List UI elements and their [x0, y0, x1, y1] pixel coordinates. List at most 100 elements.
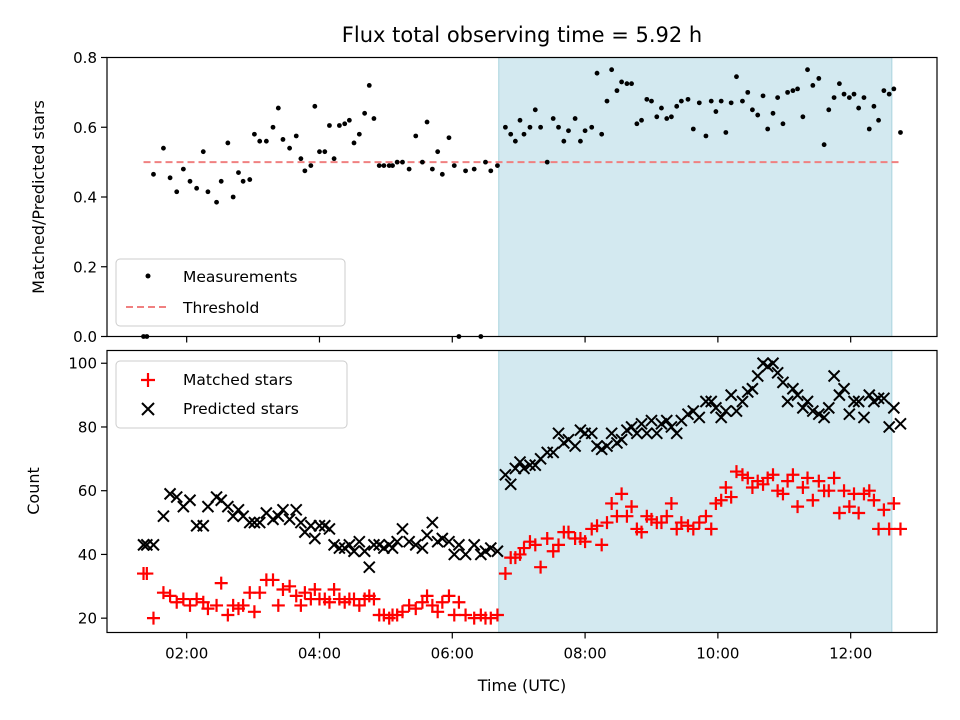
- measurement-point: [356, 131, 362, 137]
- measurement-point: [275, 105, 281, 111]
- top-y-tick-label: 0.8: [73, 49, 97, 67]
- measurement-point: [270, 124, 276, 130]
- measurement-point: [322, 149, 328, 155]
- predicted-star-point: [670, 427, 683, 440]
- measurement-point: [495, 163, 500, 169]
- measurement-point: [624, 81, 630, 87]
- measurement-point: [312, 103, 318, 109]
- measurement-point: [856, 105, 862, 111]
- legend-measurements-marker: [145, 273, 151, 279]
- measurement-point: [740, 98, 745, 104]
- measurement-point: [851, 91, 857, 97]
- matched-star-point: [801, 471, 815, 485]
- predicted-star-point: [426, 516, 439, 529]
- predicted-star-point: [358, 545, 371, 558]
- matched-star-point: [605, 496, 619, 510]
- matched-star-point: [796, 481, 810, 495]
- predicted-star-point: [499, 468, 512, 481]
- measurement-point: [599, 131, 605, 137]
- measurement-point: [488, 168, 494, 174]
- bottom-y-tick-label: 40: [78, 546, 97, 564]
- matched-star-point: [442, 589, 456, 603]
- matched-star-point: [766, 468, 780, 482]
- measurement-point: [381, 163, 387, 169]
- measurement-point: [678, 98, 684, 104]
- predicted-star-point: [333, 541, 346, 555]
- predicted-star-point: [343, 538, 356, 552]
- predicted-star-point: [822, 401, 835, 415]
- predicted-star-point: [386, 541, 399, 555]
- measurement-point: [161, 145, 166, 151]
- predicted-star-point: [283, 513, 296, 526]
- measurement-point: [871, 103, 877, 109]
- matched-star-point: [271, 598, 285, 612]
- matched-star-point: [210, 598, 224, 612]
- predicted-star-point: [863, 388, 876, 402]
- legend-predicted-label: Predicted stars: [183, 400, 299, 418]
- top-y-axis-label: Matched/Predicted stars: [29, 100, 48, 294]
- predicted-star-point: [693, 411, 706, 424]
- matched-star-point: [395, 605, 409, 619]
- measurement-point: [538, 124, 543, 130]
- matched-star-point: [714, 493, 728, 507]
- measurement-point: [723, 130, 729, 135]
- measurement-point: [366, 83, 372, 88]
- measurement-point: [263, 138, 269, 144]
- predicted-star-point: [630, 427, 644, 440]
- bottom-axes-frame: [106, 349, 938, 634]
- matched-star-point: [704, 522, 718, 536]
- x-tick-label: 02:00: [165, 645, 208, 663]
- bottom-y-axis-label: Count: [24, 467, 43, 515]
- predicted-star-point: [894, 417, 907, 430]
- legend-threshold-label: Threshold: [182, 299, 259, 317]
- measurement-point: [327, 123, 332, 128]
- matched-star-point: [190, 592, 204, 606]
- matched-star-point: [842, 500, 856, 514]
- bottom-y-tick-label: 60: [78, 482, 97, 500]
- legend-measurements-label: Measurements: [183, 268, 298, 286]
- measurement-point: [512, 138, 518, 144]
- matched-star-point: [729, 465, 743, 479]
- matched-star-point: [620, 509, 634, 523]
- predicted-star-point: [272, 509, 285, 523]
- matched-star-point: [146, 611, 160, 625]
- predicted-star-point: [714, 411, 728, 424]
- matched-star-point: [741, 471, 755, 485]
- measurement-point: [503, 124, 508, 130]
- matched-star-point: [595, 538, 609, 552]
- measurement-point: [664, 116, 670, 121]
- matched-star-point: [431, 605, 445, 619]
- predicted-star-point: [221, 500, 235, 513]
- predicted-star-point: [719, 404, 733, 418]
- measurement-point: [420, 159, 425, 165]
- measurement-point: [609, 67, 615, 73]
- predicted-star-point: [640, 427, 654, 440]
- matched-star-point: [625, 500, 639, 514]
- predicted-star-point: [353, 535, 366, 548]
- predicted-star-point: [547, 446, 560, 459]
- measurement-point: [846, 95, 852, 101]
- predicted-star-point: [523, 459, 537, 472]
- measurement-point: [342, 121, 348, 127]
- top-y-tick-label: 0.2: [73, 258, 97, 276]
- measurement-point: [728, 100, 734, 106]
- measurement-point: [527, 124, 533, 130]
- measurement-point: [230, 194, 236, 200]
- measurement-point: [785, 89, 790, 95]
- predicted-star-point: [635, 417, 648, 430]
- measurement-point: [685, 96, 691, 102]
- top-legend-box: [115, 258, 346, 327]
- measurement-point: [287, 145, 292, 151]
- matched-star-point: [327, 582, 341, 596]
- predicted-star-point: [776, 376, 790, 389]
- measurement-point: [821, 142, 827, 148]
- measurement-point: [718, 98, 724, 104]
- matched-star-point: [201, 602, 215, 616]
- predicted-star-point: [600, 439, 614, 453]
- measurement-point: [674, 103, 680, 109]
- measurement-point: [394, 159, 400, 165]
- predicted-star-point: [416, 541, 429, 555]
- predicted-star-point: [817, 411, 831, 424]
- predicted-star-point: [402, 535, 416, 548]
